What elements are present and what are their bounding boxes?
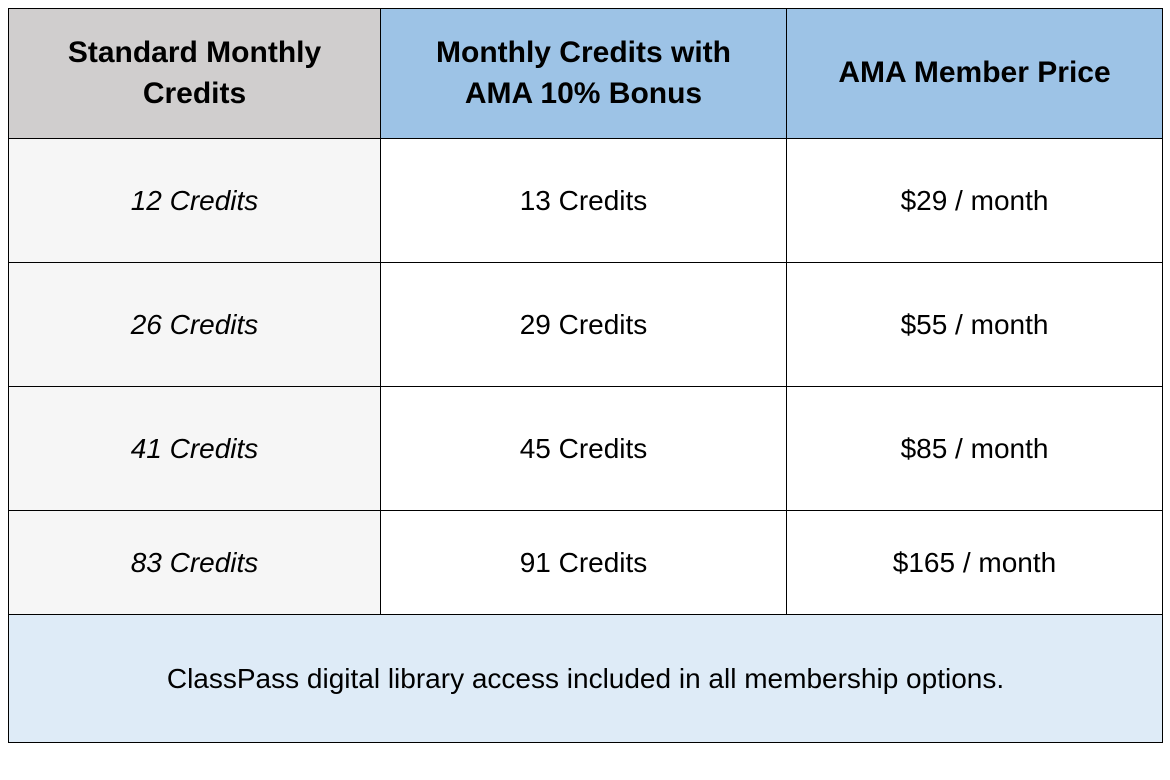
cell-standard: 83 Credits — [9, 511, 381, 615]
col-header-price: AMA Member Price — [787, 9, 1163, 139]
table-row: 83 Credits 91 Credits $165 / month — [9, 511, 1163, 615]
cell-standard: 26 Credits — [9, 263, 381, 387]
cell-price: $55 / month — [787, 263, 1163, 387]
cell-bonus: 13 Credits — [381, 139, 787, 263]
table-row: 26 Credits 29 Credits $55 / month — [9, 263, 1163, 387]
cell-standard: 41 Credits — [9, 387, 381, 511]
cell-price: $29 / month — [787, 139, 1163, 263]
table-header-row: Standard Monthly Credits Monthly Credits… — [9, 9, 1163, 139]
cell-standard: 12 Credits — [9, 139, 381, 263]
cell-price: $85 / month — [787, 387, 1163, 511]
cell-bonus: 45 Credits — [381, 387, 787, 511]
footer-note: ClassPass digital library access include… — [9, 615, 1163, 743]
col-header-standard: Standard Monthly Credits — [9, 9, 381, 139]
table-row: 41 Credits 45 Credits $85 / month — [9, 387, 1163, 511]
cell-bonus: 29 Credits — [381, 263, 787, 387]
col-header-bonus: Monthly Credits with AMA 10% Bonus — [381, 9, 787, 139]
cell-bonus: 91 Credits — [381, 511, 787, 615]
table-row: 12 Credits 13 Credits $29 / month — [9, 139, 1163, 263]
pricing-table: Standard Monthly Credits Monthly Credits… — [8, 8, 1163, 743]
cell-price: $165 / month — [787, 511, 1163, 615]
table-footer-row: ClassPass digital library access include… — [9, 615, 1163, 743]
